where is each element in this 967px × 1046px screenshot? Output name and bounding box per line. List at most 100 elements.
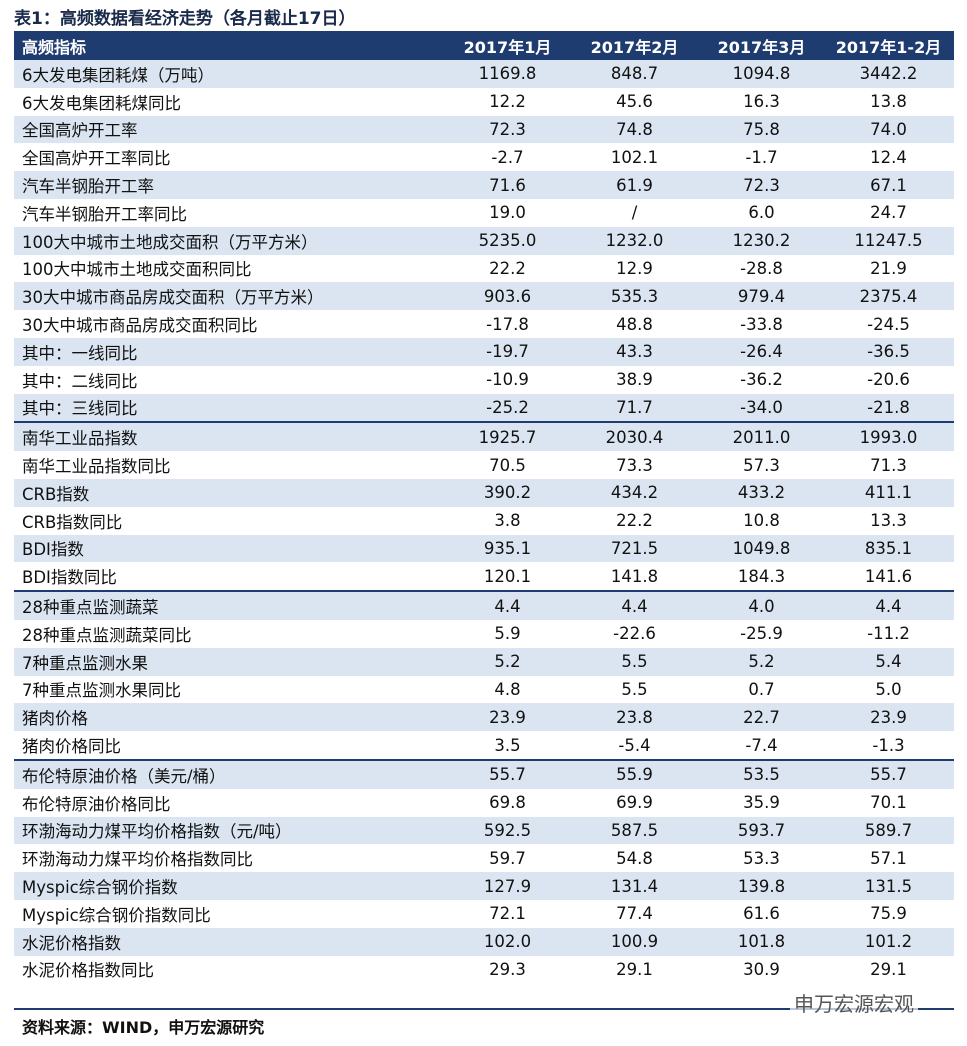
value-cell: 23.9 <box>870 707 907 727</box>
label-cell: 6大发电集团耗煤同比 <box>22 93 181 113</box>
value-cell: -21.8 <box>867 397 910 417</box>
value-cell: -7.4 <box>745 735 778 755</box>
table-row: 猪肉价格同比 3.5 -5.4 -7.4 -1.3 <box>14 731 954 759</box>
value-cell: 3442.2 <box>859 64 918 84</box>
value-cell: -36.2 <box>740 370 783 390</box>
table-row: 猪肉价格 23.9 23.8 22.7 23.9 <box>14 703 954 732</box>
value-cell: 390.2 <box>483 483 532 503</box>
label-cell: 其中：三线同比 <box>22 399 138 419</box>
value-cell: 102.0 <box>483 932 532 952</box>
value-cell: -25.2 <box>486 397 529 417</box>
value-cell: 1993.0 <box>859 427 918 447</box>
label-cell: CRB指数 <box>22 484 90 504</box>
table-row: 6大发电集团耗煤（万吨） 1169.8 848.7 1094.8 3442.2 <box>14 60 954 88</box>
value-cell: -19.7 <box>486 342 529 362</box>
table-row: 全国高炉开工率 72.3 74.8 75.8 74.0 <box>14 115 954 144</box>
value-cell: 55.7 <box>870 765 907 785</box>
value-cell: / <box>631 203 638 223</box>
header-cell: 高频指标 <box>22 37 87 57</box>
value-cell: 12.9 <box>616 258 653 278</box>
value-cell: 74.0 <box>870 119 907 139</box>
value-cell: 5.2 <box>748 652 775 672</box>
value-cell: 59.7 <box>489 848 526 868</box>
value-cell: 61.6 <box>743 904 780 924</box>
label-cell: 全国高炉开工率 <box>22 121 138 141</box>
table-row: 其中：一线同比 -19.7 43.3 -26.4 -36.5 <box>14 337 954 366</box>
table-row: 汽车半钢胎开工率 71.6 61.9 72.3 67.1 <box>14 171 954 199</box>
value-cell: -11.2 <box>867 624 910 644</box>
value-cell: -36.5 <box>867 342 910 362</box>
value-cell: -20.6 <box>867 370 910 390</box>
table-title: 表1：高频数据看经济走势（各月截止17日） <box>14 9 356 29</box>
table-row: 布伦特原油价格（美元/桶） 55.7 55.9 53.5 55.7 <box>14 760 954 789</box>
label-cell: 南华工业品指数 <box>22 429 138 449</box>
value-cell: 184.3 <box>737 566 786 586</box>
label-cell: Myspic综合钢价指数同比 <box>22 905 211 925</box>
value-cell: 102.1 <box>610 147 659 167</box>
table-row: 全国高炉开工率同比 -2.7 102.1 -1.7 12.4 <box>14 143 954 171</box>
table-row: 其中：二线同比 -10.9 38.9 -36.2 -20.6 <box>14 366 954 394</box>
value-cell: 127.9 <box>483 876 532 896</box>
label-cell: 汽车半钢胎开工率 <box>22 177 154 197</box>
value-cell: 903.6 <box>483 286 532 306</box>
table-row: BDI指数 935.1 721.5 1049.8 835.1 <box>14 534 954 563</box>
value-cell: 6.0 <box>748 203 775 223</box>
value-cell: 21.9 <box>870 258 907 278</box>
value-cell: 5.0 <box>875 679 902 699</box>
value-cell: 592.5 <box>483 820 532 840</box>
table-row: CRB指数 390.2 434.2 433.2 411.1 <box>14 478 954 507</box>
table-row: 环渤海动力煤平均价格指数（元/吨） 592.5 587.5 593.7 589.7 <box>14 816 954 845</box>
value-cell: 57.3 <box>743 455 780 475</box>
header-cell: 2017年1-2月 <box>835 37 942 57</box>
value-cell: -17.8 <box>486 314 529 334</box>
value-cell: 48.8 <box>616 314 653 334</box>
value-cell: 589.7 <box>864 820 913 840</box>
value-cell: 4.4 <box>621 596 648 616</box>
table-row: 环渤海动力煤平均价格指数同比 59.7 54.8 53.3 57.1 <box>14 844 954 872</box>
value-cell: 30.9 <box>743 959 780 979</box>
value-cell: 535.3 <box>610 286 659 306</box>
value-cell: 71.7 <box>616 397 653 417</box>
label-cell: 30大中城市商品房成交面积同比 <box>22 316 258 336</box>
table-row: 南华工业品指数 1925.7 2030.4 2011.0 1993.0 <box>14 423 954 452</box>
header-row: 高频指标 2017年1月 2017年2月 2017年3月 2017年1-2月 <box>14 31 954 60</box>
table-row: BDI指数同比 120.1 141.8 184.3 141.6 <box>14 562 954 590</box>
table-row: 7种重点监测水果同比 4.8 5.5 0.7 5.0 <box>14 676 954 704</box>
table-row: 28种重点监测蔬菜同比 5.9 -22.6 -25.9 -11.2 <box>14 620 954 648</box>
value-cell: 73.3 <box>616 455 653 475</box>
label-cell: 布伦特原油价格同比 <box>22 794 171 814</box>
value-cell: 13.3 <box>870 511 907 531</box>
value-cell: 4.8 <box>494 679 521 699</box>
label-cell: 环渤海动力煤平均价格指数同比 <box>22 850 253 870</box>
value-cell: 5.2 <box>494 652 521 672</box>
value-cell: 53.3 <box>743 848 780 868</box>
table-row: 30大中城市商品房成交面积同比 -17.8 48.8 -33.8 -24.5 <box>14 310 954 338</box>
table-row: 南华工业品指数同比 70.5 73.3 57.3 71.3 <box>14 451 954 479</box>
value-cell: -26.4 <box>740 342 783 362</box>
value-cell: 75.9 <box>870 904 907 924</box>
label-cell: 猪肉价格 <box>22 709 88 729</box>
value-cell: 3.8 <box>494 511 521 531</box>
value-cell: 24.7 <box>870 203 907 223</box>
value-cell: 935.1 <box>483 538 532 558</box>
value-cell: 5235.0 <box>478 231 537 251</box>
value-cell: 835.1 <box>864 538 913 558</box>
label-cell: 100大中城市土地成交面积（万平方米） <box>22 232 318 252</box>
value-cell: 72.3 <box>489 119 526 139</box>
table-row: Myspic综合钢价指数同比 72.1 77.4 61.6 75.9 <box>14 900 954 928</box>
value-cell: 38.9 <box>616 370 653 390</box>
label-cell: 其中：二线同比 <box>22 371 138 391</box>
value-cell: 43.3 <box>616 342 653 362</box>
value-cell: 721.5 <box>610 538 659 558</box>
value-cell: 4.0 <box>748 596 775 616</box>
value-cell: 141.6 <box>864 566 913 586</box>
value-cell: 1230.2 <box>732 231 791 251</box>
label-cell: 汽车半钢胎开工率同比 <box>22 204 187 224</box>
value-cell: 71.6 <box>489 175 526 195</box>
value-cell: 120.1 <box>483 566 532 586</box>
label-cell: 水泥价格指数同比 <box>22 961 154 981</box>
table-row: 7种重点监测水果 5.2 5.5 5.2 5.4 <box>14 647 954 676</box>
value-cell: 2375.4 <box>859 286 918 306</box>
header-cell: 2017年3月 <box>717 37 806 57</box>
